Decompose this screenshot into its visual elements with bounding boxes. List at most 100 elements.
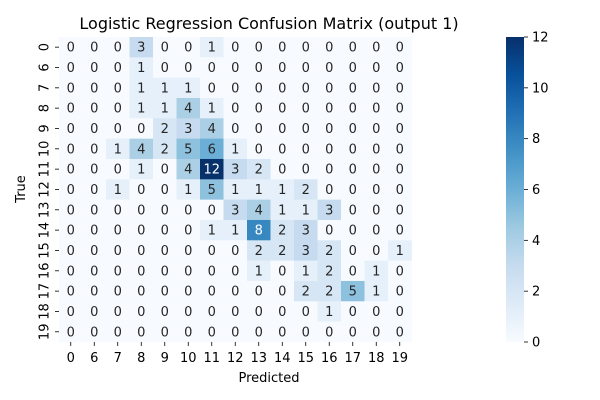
heatmap-cell-value: 0 <box>325 61 333 76</box>
heatmap-cell <box>200 280 224 302</box>
heatmap-cell <box>317 138 342 160</box>
heatmap-cell <box>106 97 130 119</box>
heatmap-cell-value: 0 <box>278 41 286 56</box>
heatmap-cell <box>129 179 154 201</box>
heatmap-cell-value: 0 <box>184 285 192 300</box>
heatmap-cell <box>247 199 271 221</box>
heatmap-cell-value: 2 <box>161 122 169 137</box>
heatmap-cell <box>294 301 318 323</box>
heatmap-cell-value: 1 <box>137 81 145 96</box>
heatmap-cell <box>129 57 154 79</box>
heatmap-cell <box>317 118 342 140</box>
heatmap-cell-value: 0 <box>278 325 286 340</box>
heatmap-cell <box>247 280 271 302</box>
heatmap-cell-value: 0 <box>90 61 98 76</box>
heatmap-cell <box>270 37 295 58</box>
heatmap-cell-value: 1 <box>278 183 286 198</box>
heatmap-cell-value: 0 <box>67 142 75 157</box>
heatmap-cell <box>176 138 201 160</box>
heatmap-cell-value: 1 <box>278 203 286 218</box>
heatmap-cell <box>294 118 318 140</box>
heatmap-cell-value: 0 <box>184 224 192 239</box>
heatmap-cell-value: 0 <box>255 81 263 96</box>
heatmap-cell-value: 0 <box>396 325 404 340</box>
heatmap-cell-value: 0 <box>325 163 333 178</box>
heatmap-cell-value: 0 <box>349 122 357 137</box>
heatmap-cell <box>317 219 342 241</box>
heatmap-cell <box>388 158 412 180</box>
heatmap-cell <box>82 138 107 160</box>
heatmap-cell-value: 0 <box>231 61 239 76</box>
heatmap-cell <box>153 179 177 201</box>
heatmap-cell <box>82 118 107 140</box>
y-tick-label: 19 <box>38 324 53 341</box>
y-tick-label: 15 <box>38 242 53 259</box>
heatmap-cell-value: 1 <box>161 102 169 117</box>
x-axis-title: Predicted <box>238 371 299 386</box>
heatmap-cell-value: 0 <box>325 325 333 340</box>
heatmap-cell <box>317 158 342 180</box>
heatmap-cell <box>247 179 271 201</box>
heatmap-cell <box>129 219 154 241</box>
heatmap-cell <box>106 321 130 343</box>
heatmap-cell <box>294 321 318 343</box>
heatmap-cell-value: 1 <box>137 61 145 76</box>
heatmap-cell-value: 0 <box>372 224 380 239</box>
heatmap-cell-value: 0 <box>90 41 98 56</box>
heatmap-cell-value: 0 <box>90 305 98 320</box>
heatmap-cell <box>59 37 83 58</box>
heatmap-cell <box>270 219 295 241</box>
heatmap-cell <box>247 57 271 79</box>
heatmap-cell-value: 1 <box>184 183 192 198</box>
heatmap-cell-value: 0 <box>302 61 310 76</box>
heatmap-cell <box>223 199 248 221</box>
heatmap-cell <box>388 138 412 160</box>
heatmap-cell <box>341 179 365 201</box>
heatmap-cell-value: 0 <box>372 41 380 56</box>
y-tick-label: 10 <box>38 141 53 158</box>
heatmap-cell <box>59 158 83 180</box>
heatmap-cell <box>341 219 365 241</box>
heatmap-cell <box>388 118 412 140</box>
heatmap-cell <box>341 57 365 79</box>
heatmap-cell <box>388 260 412 282</box>
heatmap-cell-value: 4 <box>184 102 192 117</box>
heatmap-cell-value: 8 <box>255 224 263 239</box>
heatmap-cell <box>223 57 248 79</box>
heatmap-cell-value: 0 <box>396 163 404 178</box>
heatmap-cell <box>294 97 318 119</box>
heatmap-cell <box>317 280 342 302</box>
heatmap-cell-value: 0 <box>231 305 239 320</box>
heatmap-cell-value: 0 <box>67 285 75 300</box>
heatmap-cell-value: 0 <box>114 41 122 56</box>
heatmap-cell <box>364 260 389 282</box>
heatmap-cell-value: 0 <box>114 264 122 279</box>
x-tick-label: 6 <box>90 351 98 366</box>
heatmap-cell <box>294 138 318 160</box>
heatmap-cell-value: 0 <box>114 305 122 320</box>
heatmap-cell <box>129 199 154 221</box>
heatmap-cell <box>317 77 342 99</box>
heatmap-cell-value: 0 <box>396 285 404 300</box>
heatmap-cell-value: 0 <box>208 244 216 259</box>
heatmap-cell <box>364 240 389 262</box>
heatmap-cell-value: 1 <box>231 142 239 157</box>
heatmap-cell <box>364 179 389 201</box>
heatmap-cell <box>294 280 318 302</box>
heatmap-cell <box>317 321 342 343</box>
heatmap-cell <box>294 179 318 201</box>
y-tick-label: 11 <box>38 161 53 178</box>
heatmap-cell-value: 0 <box>349 325 357 340</box>
heatmap-cell-value: 5 <box>184 142 192 157</box>
heatmap-cell <box>247 301 271 323</box>
heatmap-cell <box>247 260 271 282</box>
heatmap-cell-value: 0 <box>349 305 357 320</box>
heatmap-cell <box>153 280 177 302</box>
heatmap-cell <box>294 219 318 241</box>
heatmap-cell-value: 0 <box>349 41 357 56</box>
heatmap-cell <box>176 77 201 99</box>
heatmap-cell-value: 0 <box>372 102 380 117</box>
heatmap-cell <box>59 179 83 201</box>
heatmap-cell-value: 1 <box>231 183 239 198</box>
heatmap-cell-value: 0 <box>278 305 286 320</box>
